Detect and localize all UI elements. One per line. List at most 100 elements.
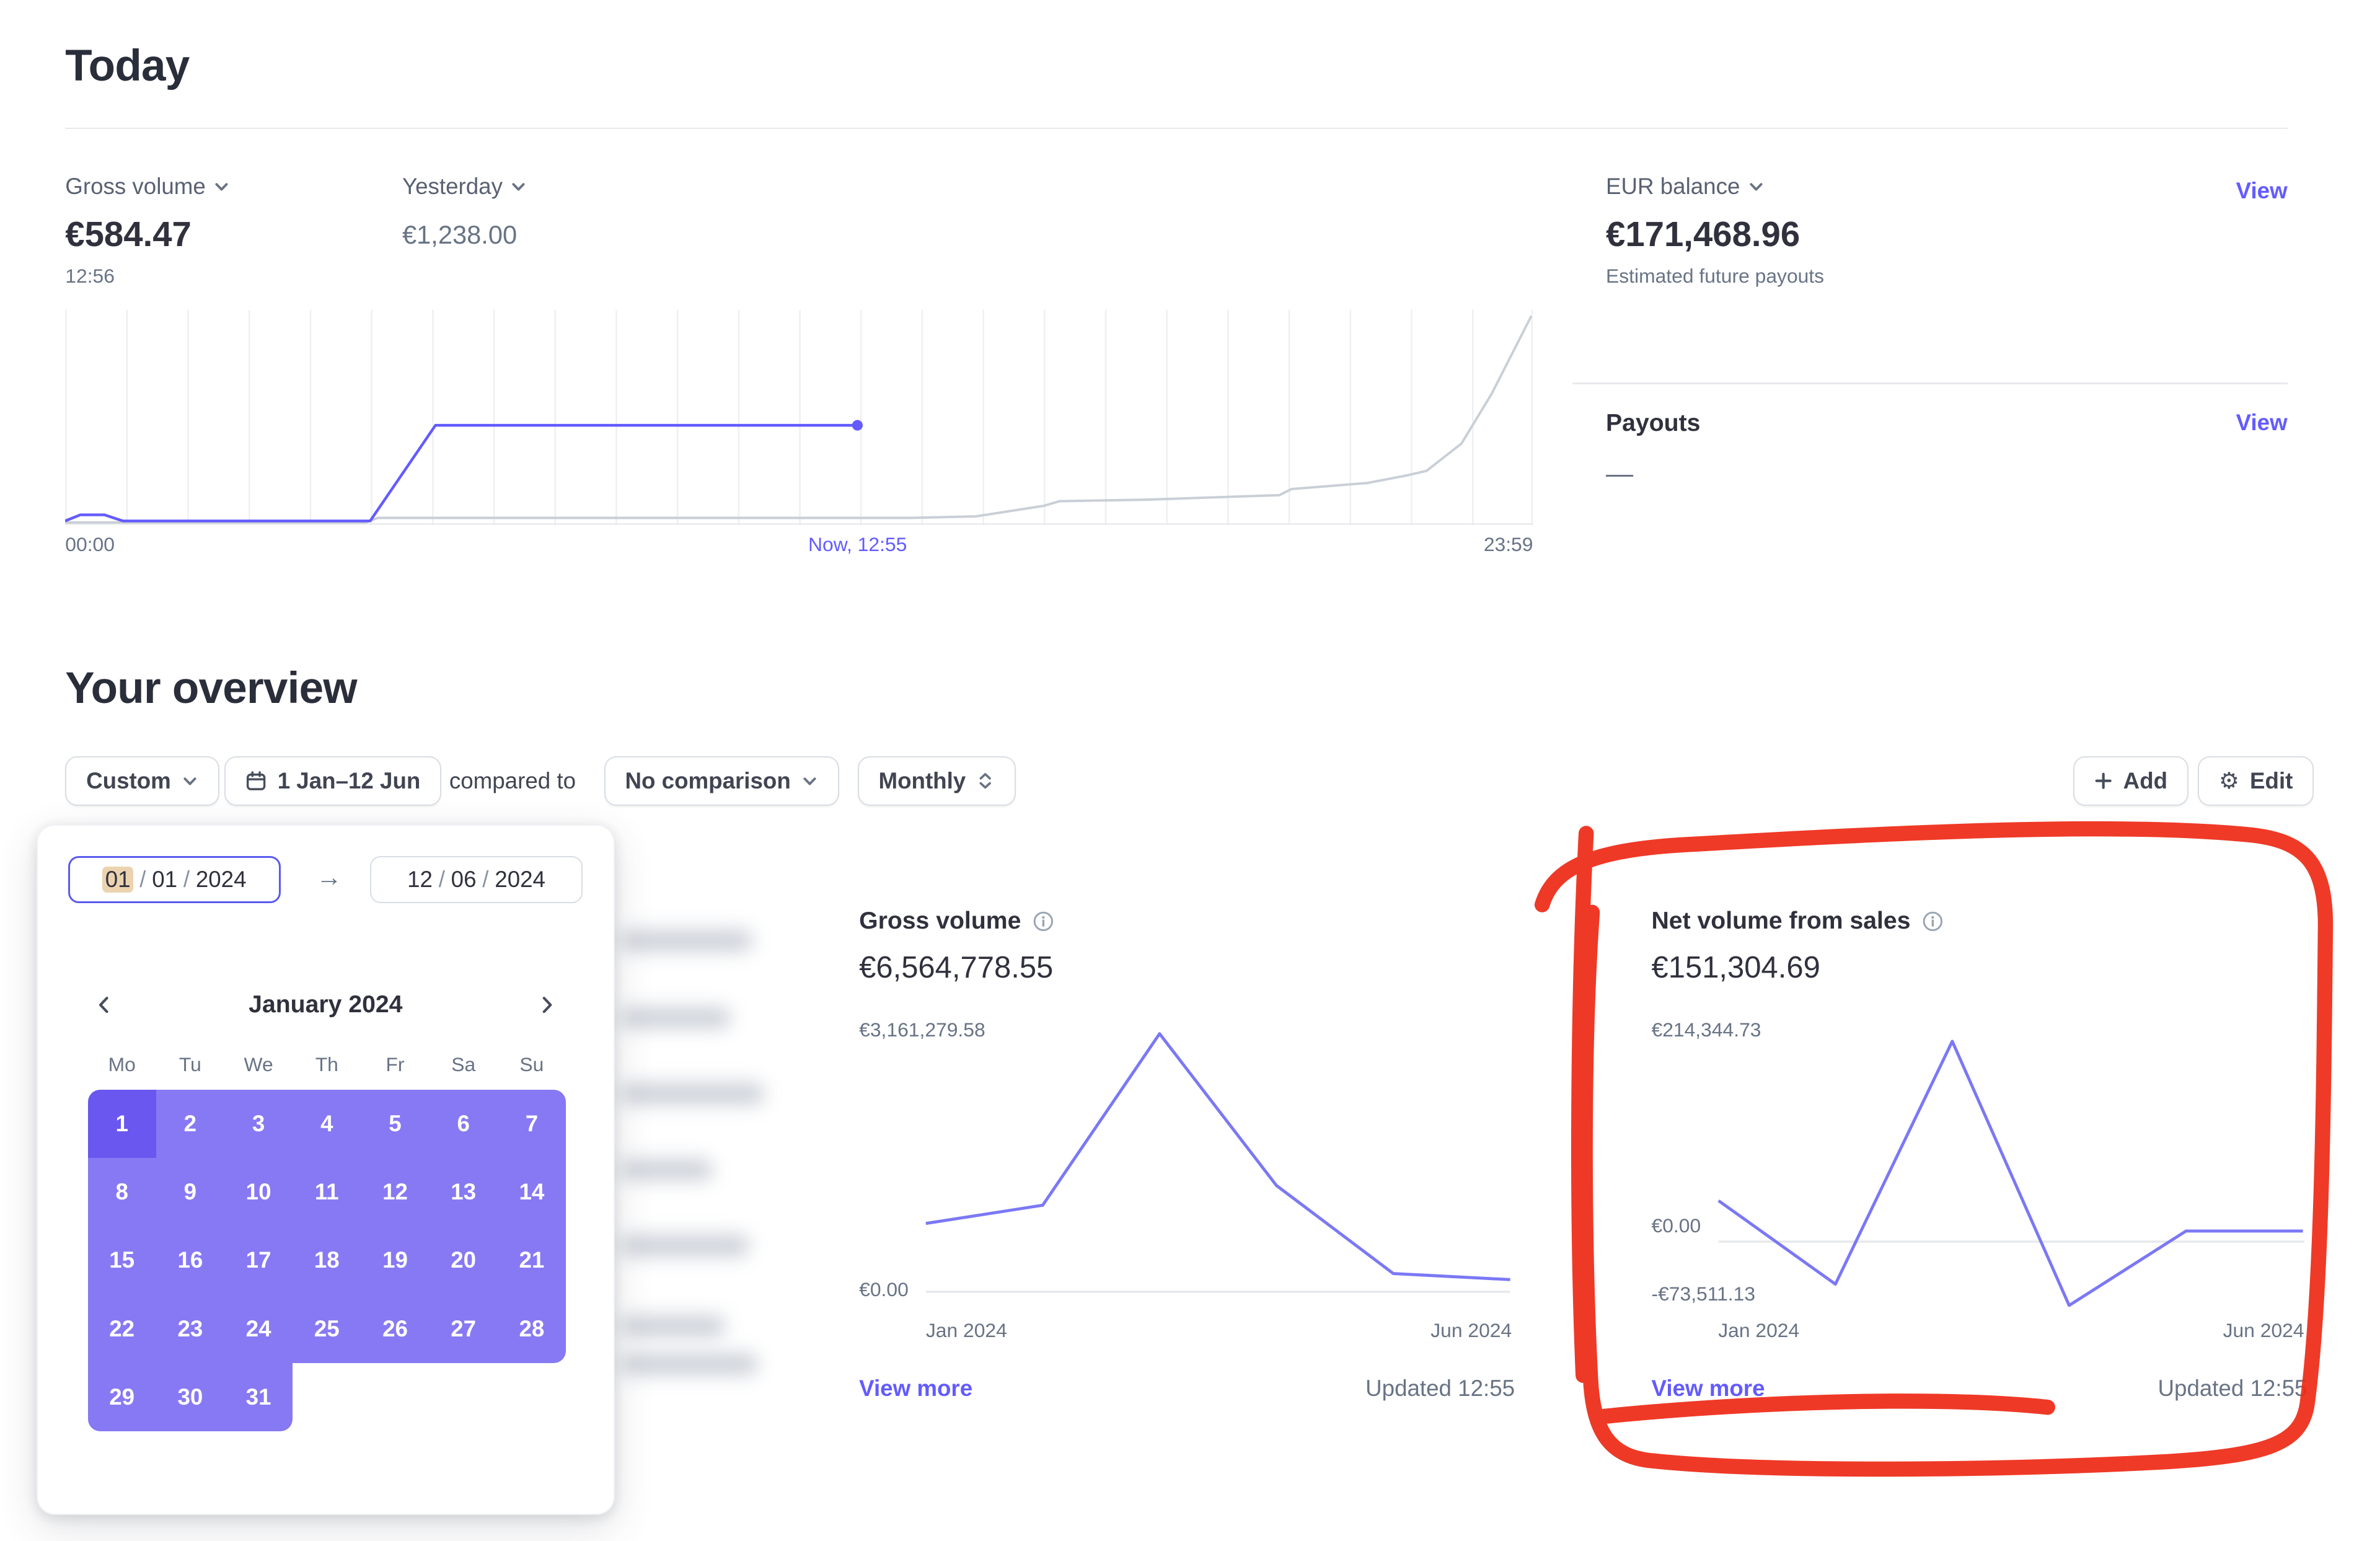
calendar-day[interactable]: 4 — [293, 1089, 361, 1159]
edit-button[interactable]: ⚙ Edit — [2198, 756, 2314, 806]
calendar-grid: 1 2 3 4 5 6 7 8 9 10 11 12 13 14 15 16 1… — [87, 1089, 566, 1431]
interval-select[interactable]: Monthly — [857, 756, 1016, 806]
calendar-day[interactable]: 1 — [87, 1089, 156, 1159]
calendar-day[interactable]: 12 — [361, 1158, 430, 1227]
calendar-day[interactable]: 13 — [429, 1158, 498, 1227]
calendar-day[interactable]: 18 — [293, 1226, 361, 1295]
end-year-segment[interactable]: 2024 — [495, 866, 545, 892]
calendar-day[interactable]: 23 — [156, 1294, 224, 1363]
end-date-input[interactable]: 12 / 06 / 2024 — [370, 855, 583, 903]
calendar-day[interactable]: 25 — [293, 1294, 361, 1363]
red-annotation-vertical-stroke — [1571, 826, 1594, 1384]
calendar-day[interactable]: 26 — [361, 1294, 430, 1363]
gross-chart-amount: €6,564,778.55 — [859, 950, 1054, 984]
yesterday-series-line — [65, 315, 1533, 524]
eur-balance-dropdown[interactable]: EUR balance — [1606, 174, 1765, 200]
calendar-day[interactable]: 24 — [224, 1294, 293, 1363]
axis-start-label: 00:00 — [65, 532, 115, 555]
blurred-metric-label — [619, 1082, 765, 1105]
calendar-day[interactable]: 21 — [497, 1226, 566, 1295]
info-icon[interactable] — [1032, 910, 1055, 933]
calendar-day[interactable]: 10 — [224, 1158, 293, 1227]
yesterday-dropdown[interactable]: Yesterday — [402, 174, 527, 200]
previous-month-button[interactable] — [83, 983, 126, 1026]
gross-chart-title: Gross volume — [859, 907, 1021, 935]
comparison-label: No comparison — [625, 768, 791, 793]
calendar-day[interactable]: 20 — [429, 1226, 498, 1295]
now-marker-dot — [852, 420, 863, 431]
eur-balance-block: EUR balance €171,468.96 Estimated future… — [1606, 173, 1824, 288]
add-button[interactable]: Add — [2073, 756, 2188, 806]
date-range-button[interactable]: 1 Jan–12 Jun — [224, 756, 442, 806]
end-month-segment[interactable]: 06 — [451, 866, 477, 892]
calendar-day[interactable]: 5 — [361, 1089, 430, 1159]
net-xstart-label: Jan 2024 — [1718, 1318, 1800, 1341]
yesterday-value: €1,238.00 — [402, 220, 518, 249]
weekday-label: Th — [315, 1053, 338, 1076]
blurred-metric-label — [619, 1353, 759, 1375]
end-day-segment[interactable]: 12 — [407, 866, 433, 892]
date-range-label: 1 Jan–12 Jun — [277, 768, 421, 793]
payouts-view-link[interactable]: View — [2236, 410, 2288, 436]
eur-balance-value: €171,468.96 — [1606, 214, 1800, 254]
calendar-day[interactable]: 22 — [87, 1294, 156, 1363]
start-month-segment[interactable]: 01 — [152, 866, 178, 892]
start-year-segment[interactable]: 2024 — [195, 866, 247, 892]
calendar-day[interactable]: 6 — [429, 1089, 498, 1159]
gross-view-more-link[interactable]: View more — [859, 1375, 973, 1401]
net-ymin-label: -€73,511.13 — [1651, 1282, 1756, 1305]
net-yzero-label: €0.00 — [1651, 1214, 1701, 1237]
calendar-day[interactable]: 17 — [224, 1226, 293, 1295]
calendar-day[interactable]: 31 — [224, 1362, 293, 1431]
net-xend-label: Jun 2024 — [2223, 1318, 2304, 1341]
chevron-left-icon — [94, 994, 115, 1015]
chevron-down-icon — [510, 179, 527, 195]
yesterday-label: Yesterday — [402, 174, 503, 200]
today-chart: 00:00 Now, 12:55 23:59 — [64, 309, 1533, 555]
gross-series-line — [925, 1031, 1510, 1281]
gross-volume-metric: Gross volume €584.47 12:56 — [65, 173, 230, 288]
calendar-day[interactable]: 9 — [156, 1158, 224, 1227]
calendar-day[interactable]: 16 — [156, 1226, 224, 1295]
calendar-day[interactable]: 28 — [497, 1294, 566, 1363]
net-ymax-label: €214,344.73 — [1651, 1018, 1761, 1041]
chevron-down-icon — [182, 773, 198, 790]
calendar-day[interactable]: 15 — [87, 1226, 156, 1295]
weekday-label: We — [244, 1053, 273, 1076]
weekday-label: Sa — [451, 1053, 476, 1076]
calendar-day[interactable]: 8 — [87, 1158, 156, 1227]
net-view-more-link[interactable]: View more — [1651, 1375, 1765, 1401]
sort-updown-icon — [976, 772, 994, 790]
weekday-label: Su — [519, 1053, 544, 1076]
blurred-metric-label — [619, 1158, 714, 1181]
calendar-icon — [245, 770, 267, 792]
calendar-day[interactable]: 11 — [293, 1158, 361, 1227]
net-updated-label: Updated 12:55 — [2157, 1375, 2307, 1401]
start-day-segment[interactable]: 01 — [102, 866, 134, 893]
calendar-day[interactable]: 7 — [497, 1089, 566, 1159]
calendar-day[interactable]: 14 — [497, 1158, 566, 1227]
comparison-select[interactable]: No comparison — [604, 756, 839, 806]
gross-volume-time: 12:56 — [65, 265, 115, 288]
chevron-right-icon — [536, 994, 557, 1015]
calendar-day[interactable]: 27 — [429, 1294, 498, 1363]
gross-chart-plot: €3,161,279.58 €0.00 — [859, 1018, 1515, 1310]
gross-volume-dropdown[interactable]: Gross volume — [65, 174, 230, 200]
date-separator: / — [438, 866, 445, 892]
balance-view-link[interactable]: View — [2236, 177, 2288, 203]
range-preset-label: Custom — [86, 768, 171, 793]
eur-balance-label: EUR balance — [1606, 174, 1740, 200]
gross-yzero-label: €0.00 — [859, 1278, 909, 1301]
weekday-label: Fr — [386, 1053, 405, 1076]
calendar-day[interactable]: 3 — [224, 1089, 293, 1159]
calendar-day[interactable]: 30 — [156, 1362, 224, 1431]
calendar-day[interactable]: 29 — [87, 1362, 156, 1431]
calendar-day[interactable]: 19 — [361, 1226, 430, 1295]
net-series-line — [1717, 1040, 2303, 1307]
next-month-button[interactable] — [526, 983, 568, 1026]
range-preset-button[interactable]: Custom — [65, 756, 219, 806]
calendar-day[interactable]: 2 — [156, 1089, 224, 1159]
eur-balance-subtitle: Estimated future payouts — [1606, 265, 1825, 288]
info-icon[interactable] — [1921, 910, 1944, 933]
start-date-input[interactable]: 01 / 01 / 2024 — [68, 855, 281, 903]
